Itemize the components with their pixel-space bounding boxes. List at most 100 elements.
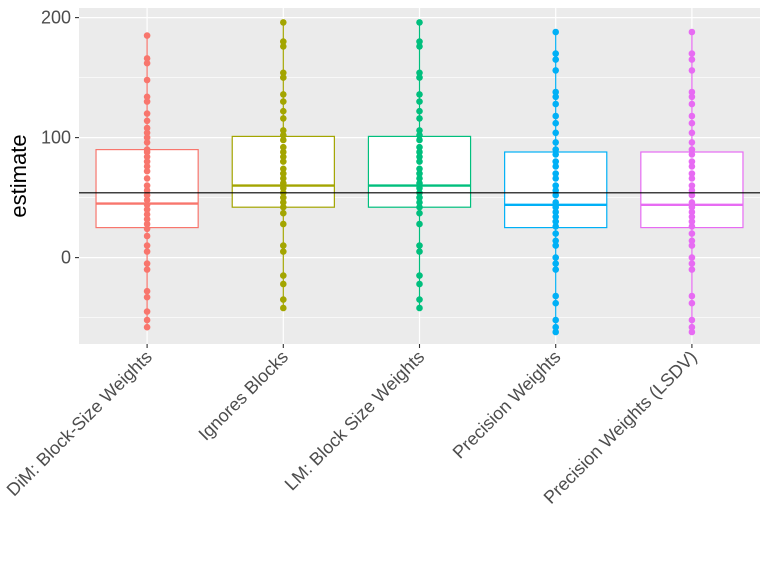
data-point [280, 165, 287, 173]
x-tick-label: Ignores Blocks [195, 347, 293, 445]
data-point [416, 115, 423, 122]
data-point [552, 88, 559, 96]
data-point [280, 248, 287, 255]
data-point [552, 208, 559, 216]
data-point [688, 67, 696, 74]
data-point [143, 76, 151, 84]
data-point [688, 100, 696, 108]
x-tick-label: Precision Weights [449, 347, 565, 463]
data-point [143, 117, 151, 125]
data-point [552, 242, 559, 249]
data-point [280, 272, 287, 279]
data-point [552, 323, 559, 331]
data-point [688, 191, 696, 199]
data-point [416, 199, 423, 206]
data-point [552, 292, 559, 300]
data-point [280, 199, 287, 206]
data-point [688, 158, 696, 165]
data-point [688, 139, 696, 146]
data-point [416, 148, 423, 156]
data-point [688, 199, 696, 206]
data-point [688, 175, 696, 182]
data-point [280, 74, 287, 81]
data-point [416, 184, 423, 192]
data-point [280, 184, 287, 192]
data-point [280, 69, 287, 77]
data-point [280, 170, 287, 177]
data-point [143, 211, 151, 218]
data-point [143, 55, 151, 62]
data-point [416, 248, 423, 255]
data-point [688, 237, 696, 245]
series-1 [95, 32, 199, 331]
data-point [143, 266, 151, 273]
data-point [688, 151, 696, 158]
data-point [552, 223, 559, 230]
data-point [143, 148, 151, 156]
data-point [552, 316, 559, 324]
data-point [143, 110, 151, 117]
data-point [416, 127, 423, 134]
y-tick-label: 0 [61, 248, 71, 268]
data-point [143, 293, 151, 301]
data-point [416, 158, 423, 165]
data-point [416, 165, 423, 173]
data-point [280, 194, 287, 201]
data-point [688, 292, 696, 300]
data-point [688, 223, 696, 230]
data-point [416, 91, 423, 98]
data-point [280, 19, 287, 26]
series-group [95, 19, 744, 336]
data-point [688, 112, 696, 120]
data-point [416, 143, 423, 151]
data-point [688, 230, 696, 237]
data-point [416, 194, 423, 201]
data-point [280, 179, 287, 187]
data-point [143, 153, 151, 161]
data-point [688, 88, 696, 96]
data-point [143, 187, 151, 194]
data-point [688, 328, 696, 336]
data-point [143, 308, 151, 315]
data-point [416, 107, 423, 115]
y-tick-label: 200 [41, 8, 71, 28]
data-point [552, 93, 559, 101]
series-5 [640, 28, 744, 336]
data-point [416, 179, 423, 187]
data-point [688, 260, 696, 267]
x-tick-label: Precision Weights (LSDV) [540, 347, 701, 508]
data-point [143, 124, 151, 132]
data-point [552, 199, 559, 206]
data-point [552, 203, 559, 211]
data-point [416, 131, 423, 139]
data-point [143, 93, 151, 101]
data-point [552, 187, 559, 194]
data-point [552, 170, 559, 177]
data-point [143, 196, 151, 204]
data-point [143, 59, 151, 67]
data-point [280, 209, 287, 217]
data-point [552, 28, 559, 36]
data-point [552, 100, 559, 108]
data-point [688, 28, 696, 36]
data-point [280, 158, 287, 165]
y-axis: 0 100 200 [41, 8, 79, 268]
data-point [280, 143, 287, 151]
data-point [688, 56, 696, 63]
data-point [416, 98, 423, 105]
data-point [143, 206, 151, 213]
data-point [552, 119, 559, 127]
data-point [688, 242, 696, 249]
series-4 [504, 28, 608, 336]
data-point [143, 248, 151, 255]
data-point [416, 203, 423, 211]
data-point [143, 232, 151, 240]
data-point [688, 316, 696, 324]
data-point [143, 167, 151, 175]
data-point [552, 213, 559, 221]
data-point [688, 323, 696, 331]
data-point [280, 203, 287, 211]
data-point [552, 218, 559, 225]
data-point [143, 215, 151, 223]
data-point [280, 131, 287, 139]
